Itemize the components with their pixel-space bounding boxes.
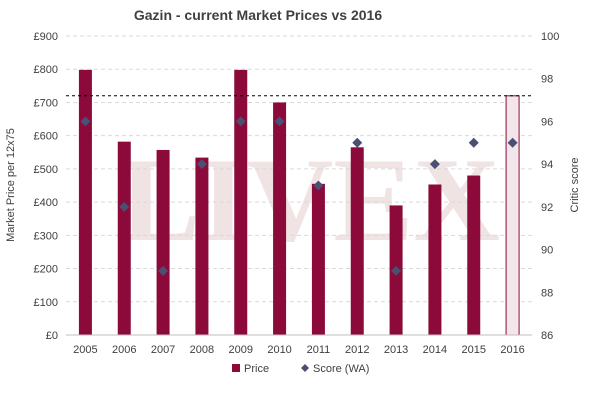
price-bar [350, 147, 364, 335]
price-bar [78, 69, 92, 336]
price-bar [117, 141, 131, 335]
legend-label-score: Score (WA) [313, 363, 369, 375]
y2-tick-label: 98 [541, 74, 553, 86]
y-axis-title: Market Price per 12x75 [5, 128, 17, 242]
score-marker [274, 116, 285, 127]
y-tick-label: £400 [34, 197, 58, 209]
y2-tick-label: 86 [541, 330, 553, 342]
y2-tick-label: 96 [541, 116, 553, 128]
price-bar [428, 184, 442, 335]
legend-label-price: Price [244, 363, 269, 375]
x-tick-label: 2009 [229, 344, 253, 356]
y2-tick-label: 100 [541, 31, 559, 43]
y-tick-label: £800 [34, 64, 58, 76]
y2-tick-label: 94 [541, 159, 553, 171]
gridlines [66, 35, 532, 303]
score-marker [429, 159, 440, 170]
x-tick-label: 2010 [267, 344, 291, 356]
x-tick-label: 2015 [462, 344, 486, 356]
score-marker [158, 265, 169, 276]
y-tick-label: £0 [46, 330, 58, 342]
score-marker [196, 159, 207, 170]
axes: £0 £100 £200 £300 £400 £500 £600 £700 £800 £900 86… [34, 31, 560, 356]
x-tick-label: 2014 [423, 344, 447, 356]
y-tick-label: £700 [34, 97, 58, 109]
score-marker [119, 201, 130, 212]
x-tick-label: 2016 [500, 344, 524, 356]
y2-tick-label: 88 [541, 287, 553, 299]
price-bar [467, 175, 481, 335]
y-tick-label: £300 [34, 230, 58, 242]
score-markers [80, 116, 518, 276]
x-tick-label: 2008 [190, 344, 214, 356]
watermark-livex: LIVEX [120, 133, 500, 266]
score-marker [507, 137, 518, 148]
score-marker [80, 116, 91, 127]
price-bar [505, 95, 520, 336]
x-tick-label: 2013 [384, 344, 408, 356]
score-marker [352, 137, 363, 148]
x-tick-label: 2012 [345, 344, 369, 356]
legend-swatch-score [301, 364, 309, 372]
legend-swatch-price [232, 364, 240, 372]
price-bar [311, 183, 325, 335]
x-tick-label: 2006 [112, 344, 136, 356]
y2-tick-label: 92 [541, 202, 553, 214]
y-tick-label: £500 [34, 164, 58, 176]
x-tick-label: 2007 [151, 344, 175, 356]
score-marker [468, 137, 479, 148]
y-tick-label: £600 [34, 131, 58, 143]
x-tick-label: 2011 [307, 344, 331, 356]
y-tick-label: £200 [34, 264, 58, 276]
price-bar [234, 69, 248, 336]
y-tick-label: £100 [34, 297, 58, 309]
x-tick-label: 2005 [73, 344, 97, 356]
y2-axis-title: Critic score [569, 157, 581, 212]
chart-title: Gazin - current Market Prices vs 2016 [134, 7, 382, 23]
price-bar [273, 102, 287, 335]
y2-tick-label: 90 [541, 245, 553, 257]
score-marker [235, 116, 246, 127]
price-bar [156, 149, 170, 335]
legend: Price Score (WA) [232, 363, 369, 375]
score-marker [313, 180, 324, 191]
price-bar [195, 157, 209, 335]
y-tick-label: £900 [34, 31, 58, 43]
score-marker [391, 265, 402, 276]
price-bars [78, 69, 520, 336]
